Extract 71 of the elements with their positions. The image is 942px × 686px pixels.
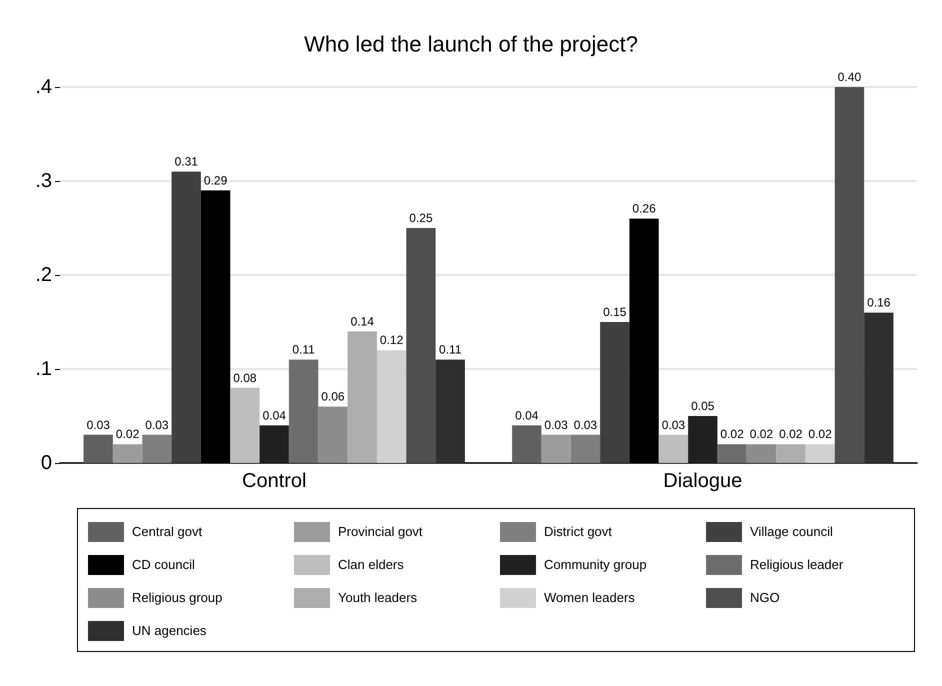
legend-label: District govt: [544, 524, 612, 539]
legend-label: Youth leaders: [338, 590, 418, 605]
legend-label: Religious leader: [750, 557, 844, 572]
data-label: 0.31: [174, 154, 198, 169]
bar: [318, 406, 348, 463]
y-tick-label: .4: [35, 76, 52, 98]
data-label: 0.29: [204, 173, 228, 188]
data-label: 0.08: [233, 370, 257, 385]
bar: [541, 434, 571, 463]
legend-label: Clan elders: [338, 557, 404, 572]
data-label: 0.02: [720, 427, 744, 442]
y-tick-label: .1: [35, 358, 52, 380]
bar: [746, 444, 776, 463]
legend-label: Religious group: [132, 590, 222, 605]
data-label: 0.05: [691, 399, 715, 413]
data-label: 0.11: [292, 342, 316, 357]
legend-label: Community group: [544, 557, 647, 572]
bar: [570, 434, 600, 463]
chart-title: Who led the launch of the project?: [304, 32, 638, 56]
y-tick-label: .2: [35, 264, 52, 286]
bar: [288, 360, 318, 463]
legend-label: NGO: [750, 590, 780, 605]
bar: [600, 322, 630, 463]
bar: [348, 331, 377, 463]
bar: [142, 434, 172, 463]
data-label: 0.03: [574, 418, 598, 432]
data-label: 0.06: [321, 390, 345, 404]
bar: [864, 312, 894, 463]
y-tick-label: 0: [40, 452, 52, 474]
x-tick-label: Dialogue: [663, 470, 742, 492]
bar: [172, 172, 201, 463]
data-label: 0.02: [116, 427, 140, 442]
data-label: 0.04: [262, 408, 286, 422]
legend-label: Women leaders: [544, 590, 635, 605]
bar: [406, 228, 436, 463]
data-label: 0.03: [544, 418, 568, 432]
data-label: 0.02: [808, 427, 832, 442]
data-label: 0.40: [838, 70, 862, 84]
bar: [260, 425, 289, 463]
data-label: 0.25: [409, 211, 433, 225]
data-label: 0.15: [603, 305, 627, 319]
bar: [436, 360, 465, 463]
bar: [688, 416, 718, 463]
data-label: 0.12: [380, 333, 404, 348]
bar: [658, 434, 688, 463]
bar: [376, 350, 406, 463]
legend-label: Provincial govt: [338, 524, 423, 539]
legend-label: Village council: [750, 524, 833, 539]
data-label: 0.14: [350, 314, 374, 328]
data-label: 0.03: [86, 418, 110, 432]
data-label: 0.11: [439, 342, 462, 357]
legend-label: Central govt: [132, 524, 202, 539]
data-label: 0.04: [515, 408, 539, 422]
bar: [805, 444, 835, 463]
legend-label: UN agencies: [132, 623, 206, 638]
bar: [717, 444, 747, 463]
bar: [112, 444, 142, 463]
x-tick-label: Control: [242, 470, 306, 492]
data-label: 0.16: [867, 296, 891, 310]
data-label: 0.02: [779, 427, 803, 442]
y-tick-label: .3: [35, 170, 52, 192]
bar: [512, 425, 542, 463]
bar: [230, 388, 260, 463]
bar: [834, 87, 864, 463]
legend-label: CD council: [132, 557, 195, 572]
bar: [84, 434, 113, 463]
bar: [776, 444, 806, 463]
data-label: 0.03: [662, 418, 686, 432]
data-label: 0.02: [750, 427, 774, 442]
data-label: 0.26: [632, 202, 656, 216]
data-label: 0.03: [145, 418, 169, 432]
